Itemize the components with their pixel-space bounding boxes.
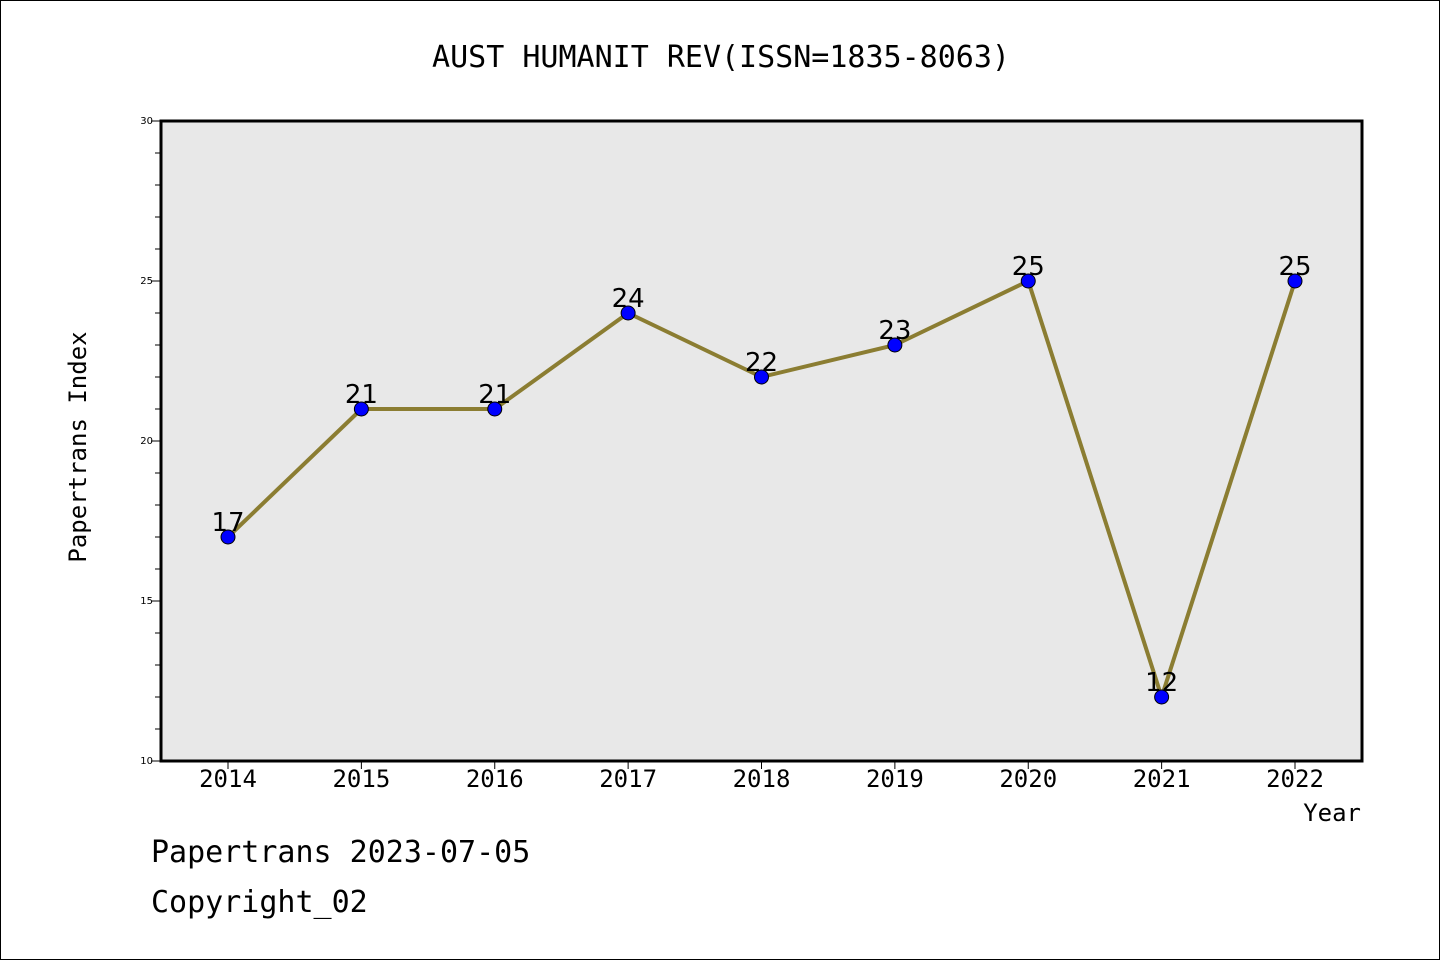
data-label: 17 [211,508,244,538]
y-tick-label: 10 [140,756,153,767]
data-point [1287,273,1303,289]
data-point [887,337,903,353]
x-tick-label: 2019 [866,765,924,793]
y-tick-label: 30 [140,116,153,127]
data-point [1154,689,1170,705]
plot-area [159,119,1364,763]
data-label: 12 [1145,668,1178,698]
y-tick-label: 25 [140,276,153,287]
x-tick-label: 2022 [1266,765,1324,793]
data-point [220,529,236,545]
data-point [1020,273,1036,289]
y-axis: 10 15 20 25 30 [140,116,161,767]
x-tick-label: 2017 [599,765,657,793]
x-tick-label: 2016 [466,765,524,793]
data-point [353,401,369,417]
x-tick-label: 2021 [1133,765,1191,793]
x-tick-label: 2015 [332,765,390,793]
x-tick-label: 2018 [733,765,791,793]
y-tick-label: 20 [140,436,153,447]
data-series [220,273,1303,705]
data-label: 25 [1278,252,1311,282]
data-point [620,305,636,321]
data-point [754,369,769,385]
data-label: 21 [478,380,511,410]
data-label: 25 [1012,252,1045,282]
data-labels: 17 21 21 24 22 23 25 12 25 [211,252,1311,698]
y-tick-label: 15 [140,596,153,607]
footer-date: Papertrans 2023-07-05 [151,835,531,870]
data-point [487,401,503,417]
x-tick-label: 2014 [199,765,257,793]
data-label: 24 [612,284,645,314]
data-label: 22 [745,348,778,378]
x-axis-label: Year [1303,799,1361,827]
chart-title: AUST HUMANIT REV(ISSN=1835-8063) [432,40,1010,75]
data-label: 23 [878,316,911,346]
data-label: 21 [345,380,378,410]
y-axis-label: Papertrans Index [64,331,92,562]
x-tick-label: 2020 [999,765,1057,793]
x-axis: 2014 2015 2016 2017 2018 2019 2020 2021 2022 [199,761,1324,793]
footer-copyright: Copyright_02 [151,885,368,920]
